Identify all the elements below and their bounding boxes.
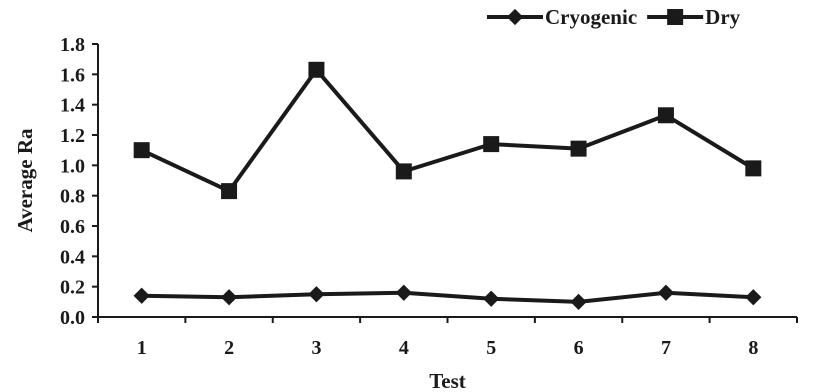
data-point-cryogenic	[308, 286, 325, 303]
x-tick-label: 4	[399, 337, 409, 359]
y-tick-label: 0.2	[60, 277, 85, 299]
legend-marker-dry	[667, 9, 684, 25]
series-layer	[133, 61, 762, 310]
y-tick-label: 1.4	[60, 95, 85, 117]
y-tick-label: 0.4	[60, 246, 85, 268]
series-line-cryogenic	[141, 290, 754, 304]
y-ticks: 0.0 0.2 0.4 0.6 0.8 1.0 1.2 1.4 1.6 1.8	[60, 34, 98, 329]
x-tick-label: 8	[748, 337, 758, 359]
x-tick-label: 2	[224, 337, 234, 359]
data-point-dry	[221, 183, 238, 200]
series-dry	[133, 61, 762, 200]
data-point-cryogenic	[220, 289, 238, 306]
y-tick-label: 1.8	[60, 34, 85, 56]
data-point-dry	[133, 142, 150, 159]
data-point-cryogenic	[657, 284, 675, 301]
data-point-dry	[395, 163, 412, 180]
data-point-dry	[657, 107, 674, 124]
data-point-cryogenic	[483, 290, 500, 307]
legend-item-cryogenic: Cryogenic	[487, 5, 637, 29]
y-tick-label: 1.0	[60, 155, 85, 177]
y-axis-title: Average Ra	[13, 128, 37, 232]
data-point-dry	[570, 140, 587, 157]
y-tick-label: 0.6	[60, 216, 85, 238]
data-point-dry	[745, 160, 762, 177]
x-tick-label: 7	[661, 337, 671, 359]
series-cryogenic	[133, 284, 762, 310]
x-axis-title: Test	[429, 369, 466, 392]
y-tick-label: 0.8	[60, 186, 85, 208]
x-tick-label: 1	[137, 337, 147, 359]
y-tick-label: 1.6	[60, 64, 85, 86]
data-point-dry	[483, 136, 500, 153]
x-tick-label: 6	[574, 337, 584, 359]
data-point-dry	[308, 61, 325, 78]
series-line-dry	[140, 67, 755, 194]
legend-label-dry: Dry	[705, 5, 740, 29]
y-tick-label: 0.0	[60, 307, 85, 329]
y-tick-label: 1.2	[60, 125, 85, 147]
x-ticks: 1 2 3 4 5 6 7 8	[97, 317, 798, 359]
data-point-cryogenic	[745, 289, 762, 306]
legend-item-dry: Dry	[647, 5, 741, 29]
data-point-cryogenic	[570, 293, 587, 310]
legend: Cryogenic Dry	[487, 5, 741, 29]
x-tick-label: 5	[486, 337, 496, 359]
data-point-cryogenic	[133, 287, 150, 304]
legend-marker-cryogenic	[506, 8, 524, 26]
x-tick-label: 3	[311, 337, 321, 359]
legend-label-cryogenic: Cryogenic	[545, 5, 637, 29]
data-point-cryogenic	[395, 284, 412, 301]
